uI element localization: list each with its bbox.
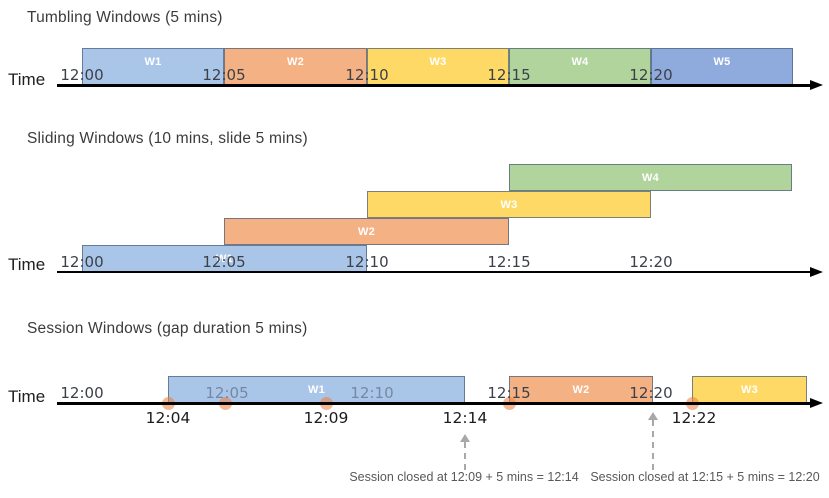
window-label-session-w2: W2 [572,384,590,396]
window-label-tumbling-w5: W5 [713,56,731,68]
dashed-line [464,442,466,470]
arrow-up-icon [460,434,470,442]
event-time-label-1209: 12:09 [303,409,349,427]
tick-label-session-1210: 12:10 [350,384,394,402]
tick-label-tumbling-1220: 12:20 [629,66,673,84]
window-sliding-w2: W2 [224,218,509,245]
event-time-label-1204: 12:04 [145,409,191,427]
window-sliding-w3: W3 [367,191,651,218]
section-title-session: Session Windows (gap duration 5 mins) [27,320,308,337]
window-label-sliding-w4: W4 [641,171,660,184]
time-axis-label-session: Time [8,387,46,406]
tick-label-sliding-1200: 12:00 [60,253,104,271]
window-tumbling-w3: W3 [367,48,509,85]
time-axis-arrowhead-sliding [810,266,823,277]
session-close-annotation-2: Session closed at 12:15 + 5 mins = 12:20 [590,470,820,484]
dashed-line [652,420,654,470]
window-label-tumbling-w1: W1 [144,56,162,68]
window-label-sliding-w3: W3 [500,198,518,211]
arrow-up-icon [648,412,658,420]
window-label-sliding-w2: W2 [357,225,376,238]
tick-label-sliding-1220: 12:20 [629,253,673,271]
tick-label-session-1200: 12:00 [60,384,104,402]
window-session-w3: W3 [692,376,807,404]
window-session-w1: W1 [168,376,465,404]
window-label-tumbling-w2: W2 [286,56,305,68]
window-tumbling-w5: W5 [651,48,793,85]
tick-label-session-1205: 12:05 [205,384,249,402]
window-label-sliding-w1: W1 [215,252,234,265]
time-axis-arrowhead-tumbling [810,80,823,90]
window-label-tumbling-w4: W4 [571,56,589,68]
time-axis-label-sliding: Time [8,255,46,274]
tick-label-sliding-1205: 12:05 [202,253,246,271]
time-axis-arrowhead-session [810,398,823,408]
event-time-label-1214: 12:14 [442,409,488,427]
window-label-session-w3: W3 [740,384,759,396]
tick-label-session-1215: 12:15 [487,384,531,402]
section-title-sliding: Sliding Windows (10 mins, slide 5 mins) [27,130,308,147]
tick-label-sliding-1210: 12:10 [345,253,389,271]
window-tumbling-w1: W1 [82,48,224,85]
tick-label-tumbling-1200: 12:00 [60,66,104,84]
tick-label-sliding-1215: 12:15 [487,253,531,271]
time-axis-label-tumbling: Time [8,70,46,89]
section-title-tumbling: Tumbling Windows (5 mins) [27,9,223,26]
session-close-annotation-1: Session closed at 12:09 + 5 mins = 12:14 [349,470,579,484]
tick-label-tumbling-1215: 12:15 [487,66,531,84]
window-label-session-w1: W1 [307,384,326,396]
window-sliding-w1: W1 [82,245,367,272]
window-label-tumbling-w3: W3 [429,56,447,68]
time-axis-tumbling [57,84,810,87]
tick-label-tumbling-1205: 12:05 [202,66,246,84]
tick-label-tumbling-1210: 12:10 [345,66,389,84]
tick-label-session-1220: 12:20 [629,384,673,402]
time-axis-session [57,402,810,405]
time-axis-sliding [57,270,810,274]
session-close-arrow-2 [647,412,659,470]
session-close-arrow-1 [459,434,471,470]
event-time-label-1222: 12:22 [671,409,717,427]
window-sliding-w4: W4 [509,164,792,191]
